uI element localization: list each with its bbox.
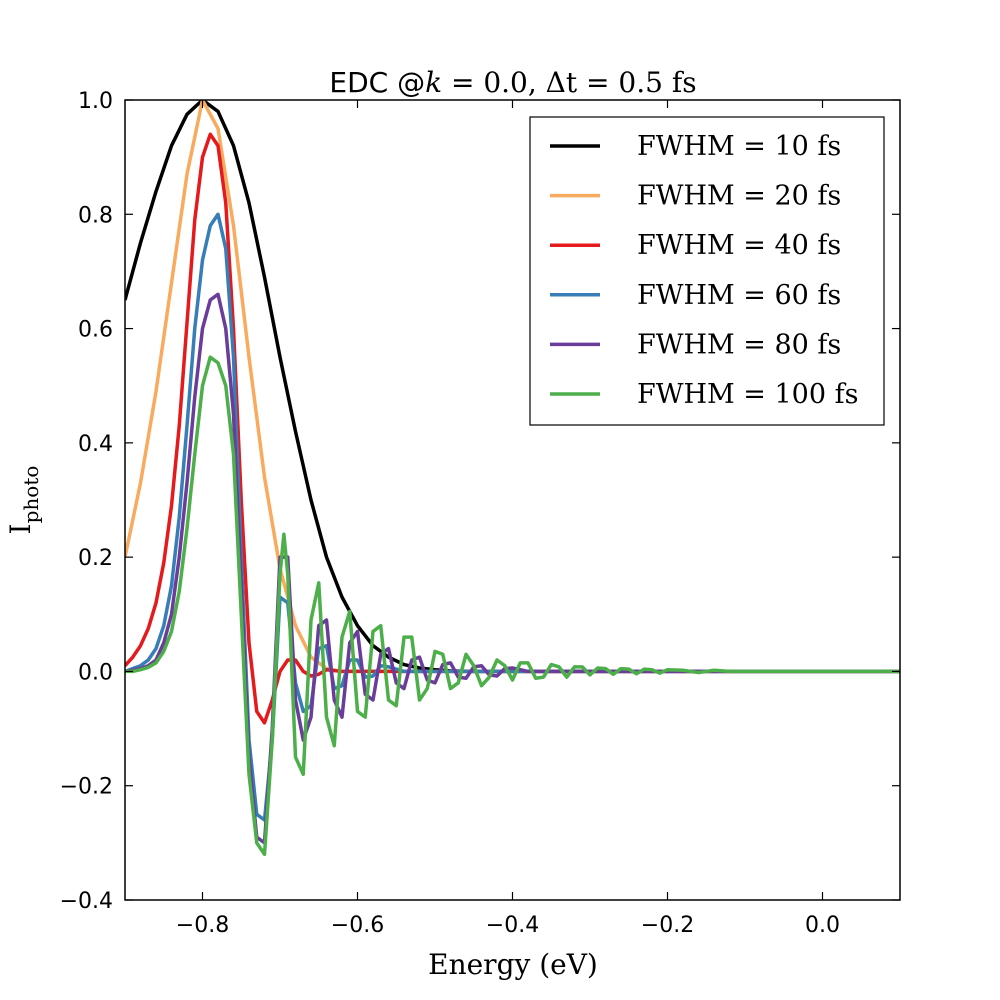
y-tick-label: 0.4 (78, 432, 113, 457)
y-tick-label: 0.0 (78, 660, 113, 685)
legend-label: FWHM = 100 fs (637, 379, 858, 410)
title-dt-part: = 0.5 fs (577, 66, 696, 99)
legend-entries: FWHM = 10 fs FWHM = 20 fs FWHM = 40 fs FWHM… (550, 131, 858, 410)
series-group (125, 100, 900, 857)
y-tick-label: −0.4 (60, 889, 113, 914)
y-tick-label: 1.0 (78, 89, 113, 114)
legend-label: FWHM = 40 fs (637, 230, 841, 261)
x-tick-label: −0.8 (176, 913, 229, 938)
series-line-3 (125, 132, 900, 725)
y-tick-label: 0.8 (78, 203, 113, 228)
y-axis-label: Iphoto (4, 466, 43, 535)
y-axis-label-main: I (4, 523, 37, 534)
y-tick-label: −0.2 (60, 775, 113, 800)
series-line-6 (125, 355, 900, 857)
series-line-2 (125, 100, 900, 674)
title-prefix: EDC @ (329, 66, 425, 99)
legend-label: FWHM = 80 fs (637, 329, 841, 360)
legend-label: FWHM = 60 fs (637, 280, 841, 311)
x-tick-label: −0.2 (641, 913, 694, 938)
title-k-part: = 0.0, (442, 66, 546, 99)
chart-title: EDC @k = 0.0, Δt = 0.5 fs (329, 66, 696, 99)
x-tick-label: 0.0 (805, 913, 840, 938)
y-tick-label: 0.2 (78, 546, 113, 571)
legend-label: FWHM = 10 fs (637, 131, 841, 162)
x-axis-label: Energy (eV) (428, 948, 598, 981)
x-tick-label: −0.4 (486, 913, 539, 938)
x-tick-label: −0.6 (331, 913, 384, 938)
legend-box (529, 116, 885, 426)
y-tick-label: 0.6 (78, 318, 113, 343)
legend-label: FWHM = 20 fs (637, 181, 841, 212)
title-k-symbol: k (425, 66, 442, 99)
y-axis-label-sub: photo (19, 466, 43, 524)
ticks-group: −0.8 −0.6 −0.4 −0.2 0.0 −0.4 −0.2 0.0 0.2 0.4 0.6 0… (60, 89, 900, 938)
title-delta-symbol: Δt (546, 66, 578, 99)
legend: FWHM = 10 fs FWHM = 20 fs FWHM = 40 fs FWHM… (529, 116, 885, 426)
